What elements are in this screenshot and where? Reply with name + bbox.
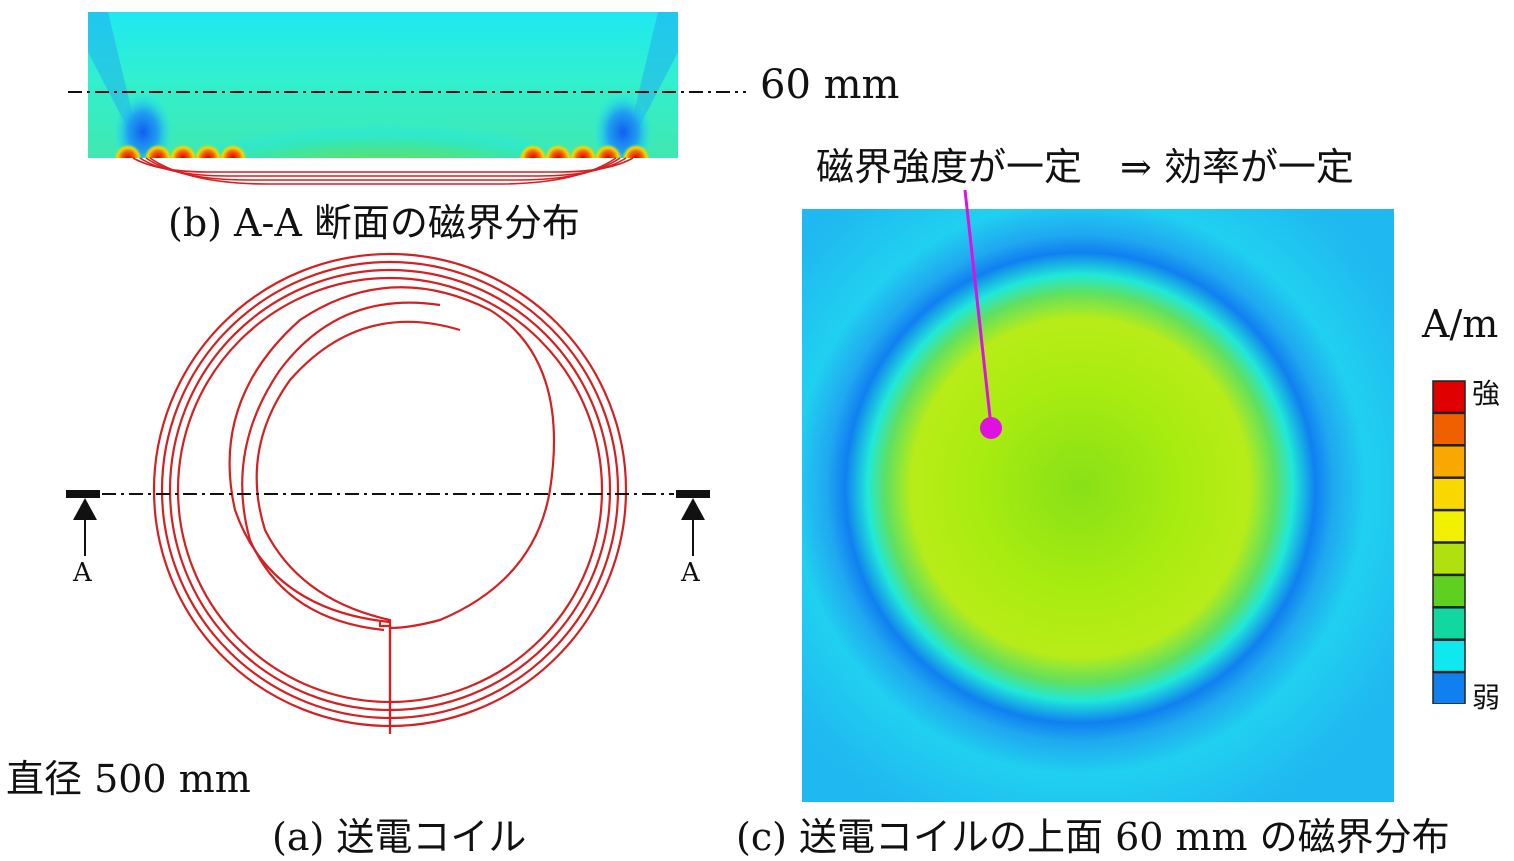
height-reference-line [68, 88, 748, 96]
annotation-pointer [955, 188, 1015, 450]
height-label: 60 mm [760, 62, 900, 108]
colorbar-unit: A/m [1422, 302, 1499, 346]
top-view-field-map [802, 209, 1394, 802]
colorbar [1432, 380, 1466, 704]
colorbar-segment [1432, 477, 1466, 511]
cross-section-field-map [88, 12, 678, 187]
section-line-a-a [66, 486, 716, 502]
section-arrow-left-icon [72, 498, 98, 556]
caption-a: (a) 送電コイル [272, 815, 527, 859]
section-arrow-right-icon [680, 498, 706, 556]
colorbar-segment [1432, 509, 1466, 543]
section-marker-left: A [73, 558, 92, 588]
colorbar-segment [1432, 412, 1466, 446]
diameter-label: 直径 500 mm [6, 757, 251, 801]
colorbar-segment [1432, 639, 1466, 673]
colorbar-segment [1432, 574, 1466, 608]
colorbar-low-label: 弱 [1472, 681, 1501, 714]
annotation-text: 磁界強度が一定 ⇒ 効率が一定 [816, 145, 1354, 189]
caption-b: (b) A-A 断面の磁界分布 [168, 201, 580, 245]
colorbar-segment [1432, 445, 1466, 478]
coil-drawing [140, 250, 660, 750]
colorbar-segment [1432, 542, 1466, 576]
caption-c: (c) 送電コイルの上面 60 mm の磁界分布 [736, 815, 1450, 859]
colorbar-high-label: 強 [1472, 377, 1501, 410]
colorbar-segment [1432, 380, 1466, 414]
section-marker-right: A [681, 558, 700, 588]
colorbar-segment [1432, 671, 1466, 704]
colorbar-segment [1432, 607, 1466, 640]
